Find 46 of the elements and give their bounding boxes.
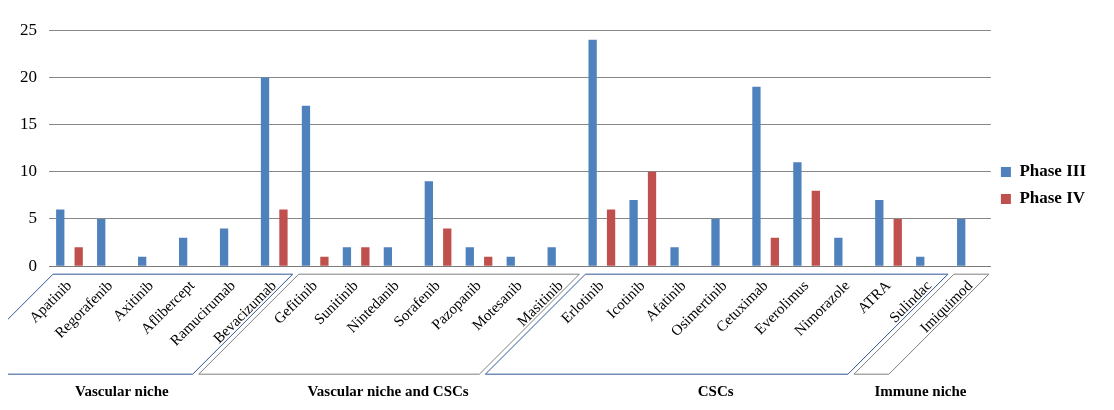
bar <box>74 247 83 266</box>
bar <box>834 237 843 266</box>
bar <box>219 228 229 266</box>
bar <box>670 247 679 266</box>
text: Vascular niche <box>74 382 170 399</box>
bar <box>138 256 147 266</box>
bar <box>588 39 597 266</box>
bar <box>957 218 966 266</box>
bar <box>56 209 65 266</box>
bar <box>301 105 311 266</box>
legend-label: Phase III <box>1019 161 1087 181</box>
y-tick-label: 20 <box>20 66 37 86</box>
bar <box>752 86 761 266</box>
bar <box>893 218 902 266</box>
bar <box>97 218 106 266</box>
bar <box>647 171 657 266</box>
bar <box>606 209 616 266</box>
bar <box>916 256 925 266</box>
bar <box>279 209 288 266</box>
bar <box>484 256 493 266</box>
text: CSCs <box>697 382 734 399</box>
legend-label: Phase IV <box>1019 188 1086 208</box>
bar <box>342 247 352 266</box>
y-tick-label: 25 <box>20 19 37 39</box>
bar <box>711 218 720 266</box>
bar <box>629 200 638 266</box>
bar <box>424 181 433 266</box>
y-tick-label: 5 <box>28 208 37 228</box>
text: Immune niche <box>874 382 967 399</box>
bar <box>875 200 884 266</box>
bar <box>793 162 802 266</box>
text: Vascular niche and CSCs <box>307 382 469 399</box>
bar <box>443 228 452 266</box>
bar <box>811 190 820 266</box>
bar <box>178 237 188 266</box>
bar <box>260 77 270 266</box>
y-tick-label: 10 <box>20 161 37 181</box>
bar <box>465 247 474 266</box>
bar <box>770 237 780 266</box>
bar <box>506 256 515 266</box>
bar <box>383 247 393 266</box>
bar <box>547 247 556 266</box>
y-tick-label: 0 <box>28 255 37 275</box>
y-tick-label: 15 <box>20 114 37 134</box>
bar <box>320 256 329 266</box>
bar <box>361 247 370 266</box>
